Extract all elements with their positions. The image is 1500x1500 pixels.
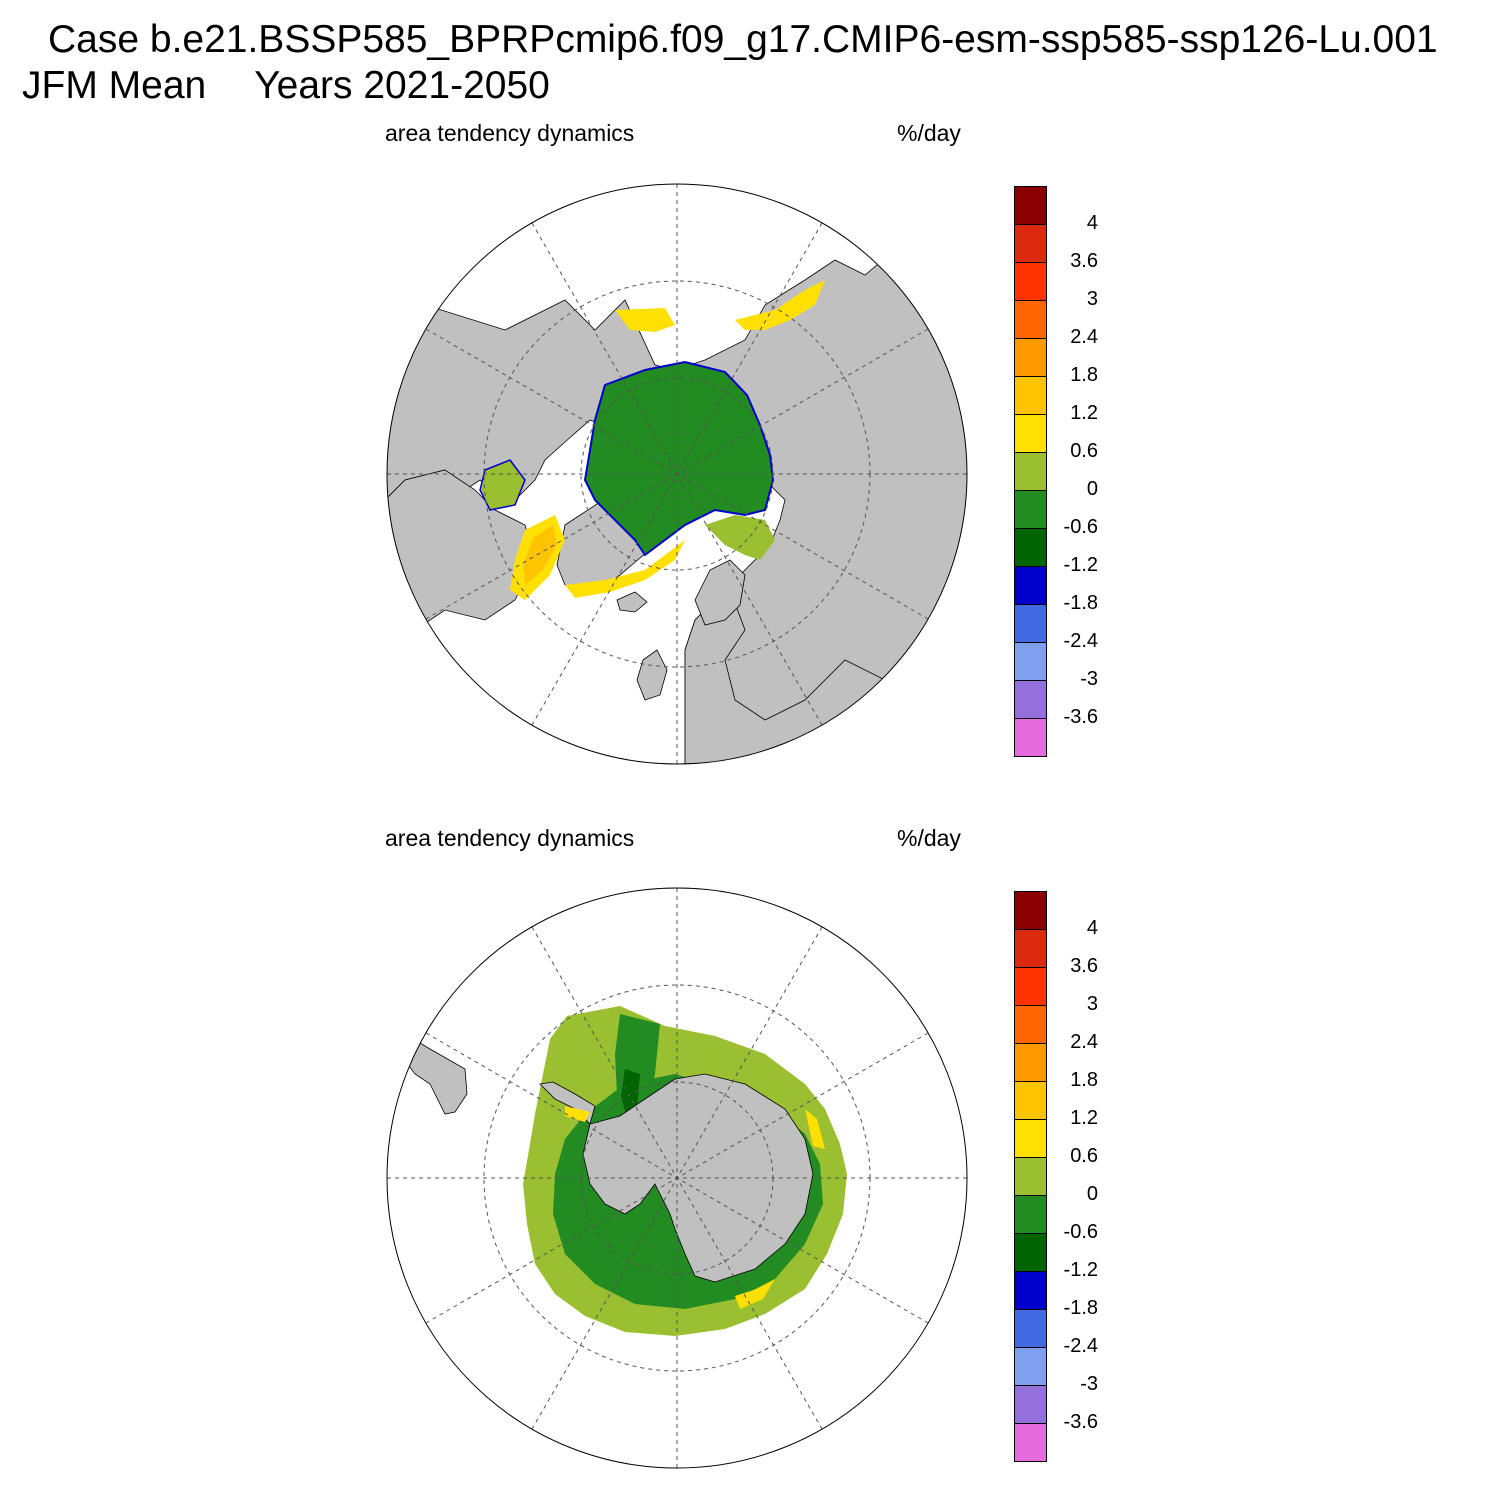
north-land-iceland [616,591,648,613]
colorbar-tick-label: 1.2 [1070,1107,1098,1129]
figure-title-case: Case b.e21.BSSP585_BPRPcmip6.f09_g17.CMI… [48,18,1438,61]
north-sea-ice-hudson [479,459,526,511]
colorbar-tick-label: 2.4 [1070,1031,1098,1053]
colorbar-tick-label: 0.6 [1070,440,1098,462]
colorbar-tick-label: -1.2 [1063,554,1098,576]
colorbar-tick-label: -0.6 [1063,516,1098,538]
north-sea-ice-arctic [583,360,775,557]
colorbar-tick-label: 4 [1086,212,1098,234]
colorbar-swatch [1014,528,1047,567]
colorbar-swatch [1014,1347,1047,1386]
colorbar-tick-label: 0 [1086,478,1098,500]
north-sea-ice-baffin-core [523,525,557,585]
colorbar-tick-label: -1.8 [1063,1297,1098,1319]
south-graticule [387,888,967,1468]
colorbar-swatch [1014,1081,1047,1120]
north-sea-ice-bering [615,308,675,332]
colorbar-swatch [1014,642,1047,681]
colorbar-tick-label: 1.2 [1070,402,1098,424]
south-sea-ice-south-edge [735,1279,775,1309]
colorbar-tick-label: 0 [1086,1183,1098,1205]
colorbar-swatch [1014,414,1047,453]
colorbar-tick-label: 3 [1086,288,1098,310]
colorbar-swatch [1014,262,1047,301]
south-units-label: %/day [897,825,961,851]
north-sea-ice-greenland-east [565,540,685,598]
south-land-antarctica [582,1073,814,1283]
colorbar-swatch [1014,1271,1047,1310]
south-colorbar: 4 3.6 3 2.4 1.8 1.2 0.6 0 -0.6 -1.2 -1.8 -2.4 -3 -3.6 [1014,891,1114,1463]
colorbar-swatch [1014,186,1047,225]
colorbar-tick-label: -1.8 [1063,592,1098,614]
colorbar-tick-label: 1.8 [1070,1069,1098,1091]
north-map-border [386,183,968,765]
colorbar-tick-label: 3.6 [1070,955,1098,977]
south-variable-label: area tendency dynamics [385,825,635,851]
colorbar-tick-label: -2.4 [1063,1335,1098,1357]
north-sea-ice-barents [705,515,775,560]
south-map-border [386,887,968,1469]
north-land-scandinavia [694,559,746,626]
colorbar-swatch [1014,1043,1047,1082]
colorbar-tick-label: 0.6 [1070,1145,1098,1167]
figure-title-period: JFM Mean Years 2021-2050 [22,64,550,108]
colorbar-tick-label: 3.6 [1070,250,1098,272]
colorbar-swatch [1014,967,1047,1006]
south-sea-ice-east-edge [805,1109,825,1149]
south-sea-ice-weddell-edge [565,1106,590,1122]
season-label: JFM Mean [22,64,207,107]
colorbar-swatch [1014,1157,1047,1196]
colorbar-tick-label: -0.6 [1063,1221,1098,1243]
colorbar-swatch [1014,1385,1047,1424]
colorbar-swatch [1014,1309,1047,1348]
north-variable-label: area tendency dynamics [385,120,635,146]
colorbar-swatch [1014,224,1047,263]
colorbar-tick-label: -1.2 [1063,1259,1098,1281]
north-graticule [387,184,967,764]
colorbar-swatch [1014,604,1047,643]
colorbar-swatch [1014,891,1047,930]
years-label: Years 2021-2050 [254,64,550,107]
colorbar-tick-label: 1.8 [1070,364,1098,386]
colorbar-tick-label: 3 [1086,993,1098,1015]
north-polar-map [386,183,968,765]
south-polar-map [386,887,968,1469]
colorbar-swatch [1014,452,1047,491]
colorbar-tick-label: -3 [1080,668,1098,690]
north-units-label: %/day [897,120,961,146]
colorbar-swatch [1014,566,1047,605]
north-sea-ice-okhotsk [735,280,825,330]
colorbar-tick-label: -3.6 [1063,706,1098,728]
north-land-british-isles [636,649,668,701]
colorbar-swatch [1014,680,1047,719]
colorbar-swatch [1014,1423,1047,1462]
north-colorbar: 4 3.6 3 2.4 1.8 1.2 0.6 0 -0.6 -1.2 -1.8 -2.4 -3 -3.6 [1014,186,1114,758]
colorbar-tick-label: -3.6 [1063,1411,1098,1433]
colorbar-swatch [1014,1005,1047,1044]
colorbar-tick-label: -3 [1080,1373,1098,1395]
colorbar-swatch [1014,718,1047,757]
colorbar-tick-label: 2.4 [1070,326,1098,348]
colorbar-tick-label: -2.4 [1063,630,1098,652]
colorbar-swatch [1014,490,1047,529]
colorbar-tick-label: 4 [1086,917,1098,939]
